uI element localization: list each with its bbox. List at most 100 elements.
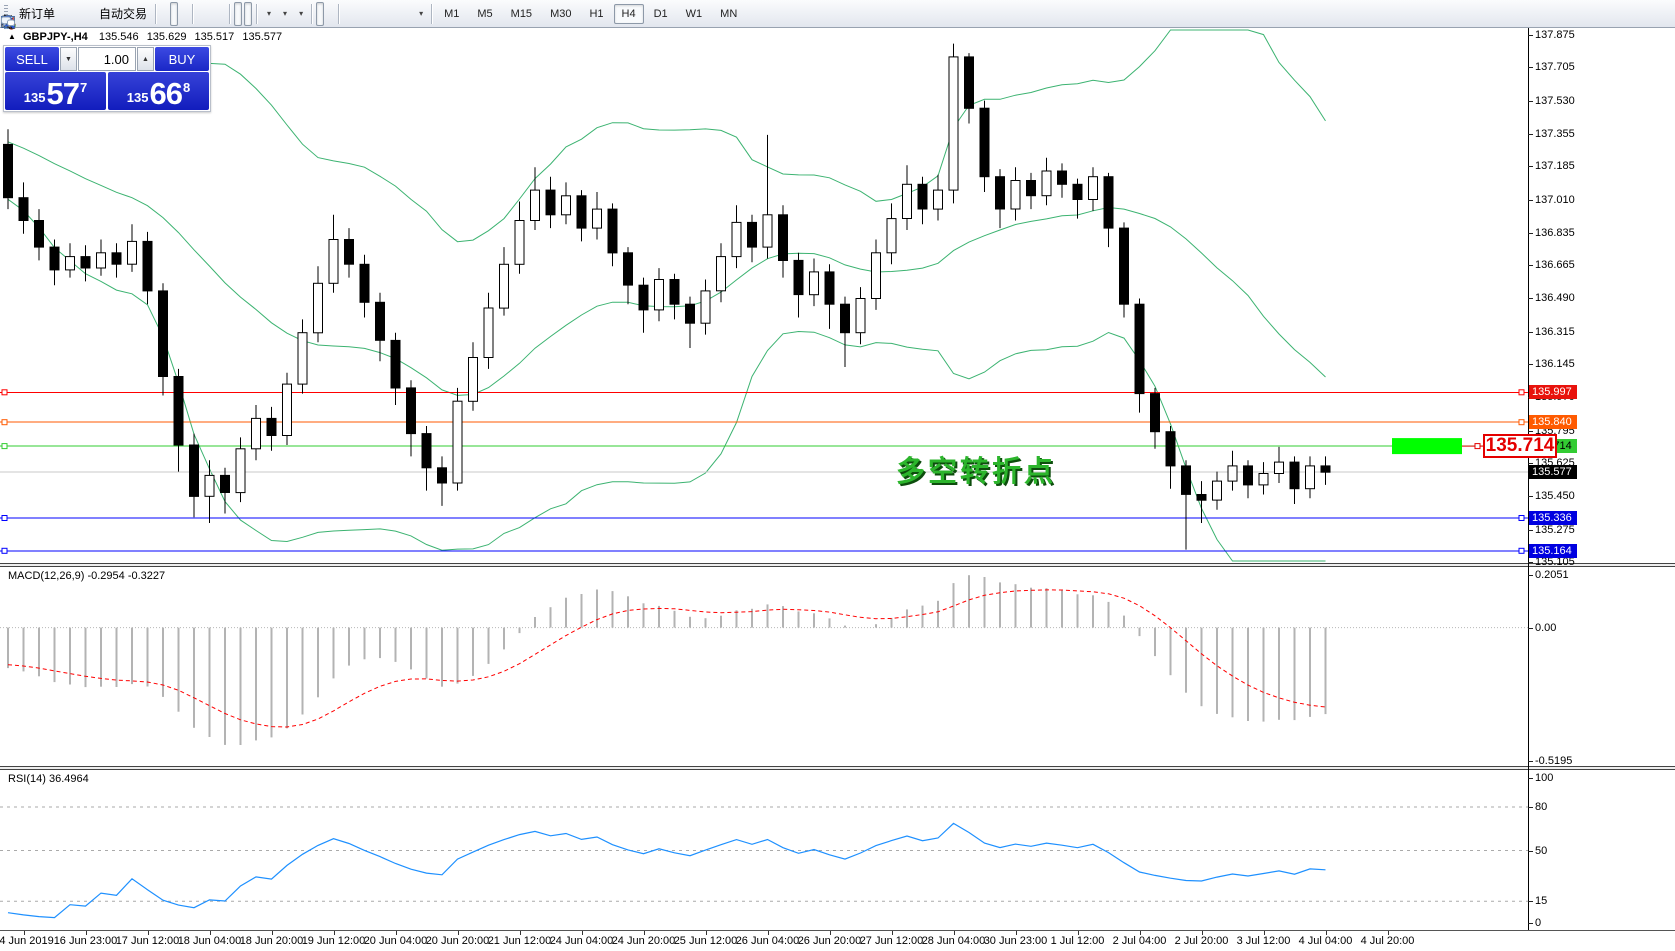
chevron-down-icon[interactable]: ▾ xyxy=(419,9,424,18)
macd-tick-mark xyxy=(1528,575,1533,576)
line-handle[interactable] xyxy=(1,443,8,450)
fibonacci-button[interactable]: F xyxy=(2,2,391,30)
price-callout-label[interactable]: 135.714 xyxy=(1483,434,1557,458)
buy-button[interactable]: BUY xyxy=(155,47,209,71)
chart-window-button[interactable] xyxy=(1,2,79,27)
bullish-candle xyxy=(328,239,339,284)
chevron-down-icon[interactable]: ▾ xyxy=(283,9,288,18)
crosshair-button[interactable] xyxy=(2,2,334,28)
time-axis-border xyxy=(0,930,1675,931)
bearish-candle xyxy=(778,214,788,262)
timeframe-d1-button[interactable]: D1 xyxy=(653,7,668,20)
cursor-button[interactable] xyxy=(4,1,325,29)
bullish-candle xyxy=(592,208,602,229)
bullish-candle xyxy=(561,195,571,216)
line-handle[interactable] xyxy=(1,515,8,521)
volume-decrease-button[interactable]: ▼ xyxy=(60,47,77,71)
line-handle[interactable] xyxy=(1,419,8,426)
trendline-button[interactable] xyxy=(1,2,371,27)
line-handle[interactable] xyxy=(1518,419,1525,426)
zoom-out-button[interactable] xyxy=(1,2,215,28)
new-order-button[interactable]: 新订单 xyxy=(2,2,59,28)
price-tick-mark xyxy=(1528,529,1533,531)
autotrading-button[interactable]: 自动交易 xyxy=(1,2,151,30)
tile-windows-button[interactable] xyxy=(1,2,225,28)
bearish-candle xyxy=(669,279,680,305)
bearish-candle xyxy=(1289,461,1300,490)
chart-shift-button[interactable] xyxy=(2,1,253,28)
bullish-candle xyxy=(313,282,323,334)
bullish-candle xyxy=(1258,473,1269,486)
time-tick-mark xyxy=(1077,931,1079,935)
sell-button[interactable]: SELL xyxy=(5,47,59,71)
timeframe-m30-button[interactable]: M30 xyxy=(550,7,572,20)
line-handle[interactable] xyxy=(1518,515,1525,521)
price-tick-label: 135.450 xyxy=(1535,490,1575,503)
time-tick-label: 28 Jun 04:00 xyxy=(921,935,986,947)
text-button[interactable]: A xyxy=(3,2,401,29)
main-chart-pane[interactable] xyxy=(0,28,1675,563)
new-order-label: 新订单 xyxy=(19,7,56,21)
time-tick-label: 1 Jul 12:00 xyxy=(1050,935,1105,947)
bearish-candle xyxy=(344,239,354,265)
candlestick-chart-button[interactable] xyxy=(2,1,179,28)
channel-button[interactable]: E xyxy=(1,2,381,30)
time-tick-label: 4 Jul 04:00 xyxy=(1298,935,1353,947)
timeframe-mn-button[interactable]: MN xyxy=(720,7,738,20)
bar-chart-button[interactable] xyxy=(2,2,168,27)
pane-separator[interactable] xyxy=(0,563,1675,567)
chevron-down-icon[interactable]: ▾ xyxy=(299,9,304,18)
bullish-candle xyxy=(282,383,292,437)
timeframe-m15-button[interactable]: M15 xyxy=(510,7,533,20)
chat-button[interactable] xyxy=(1,2,1671,27)
bullish-candle xyxy=(716,256,726,292)
arrows-button[interactable]: ▾ xyxy=(2,2,427,29)
zoom-in-button[interactable] xyxy=(1,2,205,28)
sell-quote[interactable]: 135 57 7 xyxy=(5,72,106,110)
rsi-tick-mark xyxy=(1528,807,1533,808)
templates-button[interactable]: ▾ xyxy=(1,2,307,28)
line-handle[interactable] xyxy=(1,547,8,554)
toolbar-grip[interactable] xyxy=(4,4,8,23)
bearish-candle xyxy=(1320,465,1331,473)
volume-input[interactable]: 1.00 xyxy=(78,47,136,71)
buy-quote[interactable]: 135 66 8 xyxy=(108,72,209,110)
timeframe-w1-button[interactable]: W1 xyxy=(685,7,703,20)
line-handle[interactable] xyxy=(1,389,8,396)
highlight-rectangle[interactable] xyxy=(1392,438,1462,455)
turning-point-text[interactable]: 多空转折点 xyxy=(896,456,1057,488)
auto-scroll-button[interactable] xyxy=(2,1,243,28)
line-chart-button[interactable] xyxy=(1,2,188,26)
navigator-button[interactable] xyxy=(1,2,89,28)
pane-separator[interactable] xyxy=(0,766,1675,770)
bullish-candle xyxy=(483,307,494,358)
bearish-candle xyxy=(607,208,618,254)
macd-pane[interactable] xyxy=(0,567,1675,766)
sell-price-big: 57 xyxy=(46,76,79,111)
panel-collapse-arrow[interactable]: ▲ xyxy=(8,32,16,41)
bearish-candle xyxy=(793,259,804,296)
timeframe-h1-button[interactable]: H1 xyxy=(589,7,604,20)
timeframe-m1-button[interactable]: M1 xyxy=(444,7,460,20)
search-button[interactable] xyxy=(1,2,1658,29)
price-level-badge: 135.336 xyxy=(1529,511,1577,526)
rsi-tick-label: 80 xyxy=(1535,801,1548,813)
volume-increase-button[interactable]: ▲ xyxy=(137,47,154,71)
text-label-button[interactable]: T xyxy=(1,2,411,27)
chevron-down-icon[interactable]: ▾ xyxy=(267,9,272,18)
ohlc-close: 135.577 xyxy=(242,31,283,43)
indicators-add-button[interactable]: ▾ xyxy=(1,2,275,29)
timeframe-m5-button[interactable]: M5 xyxy=(477,7,493,20)
line-handle[interactable] xyxy=(1518,389,1525,396)
vertical-line-button[interactable] xyxy=(7,2,351,28)
horizontal-line-button[interactable] xyxy=(2,2,361,26)
profile-button[interactable] xyxy=(2,2,69,29)
rsi-pane[interactable] xyxy=(0,770,1675,930)
line-handle[interactable] xyxy=(1518,547,1525,554)
timeframe-h4-button[interactable]: H4 xyxy=(613,3,644,24)
bearish-candle xyxy=(1134,303,1145,395)
buy-price-prefix: 135 xyxy=(126,90,149,105)
periods-button[interactable]: ▾ xyxy=(1,2,291,29)
